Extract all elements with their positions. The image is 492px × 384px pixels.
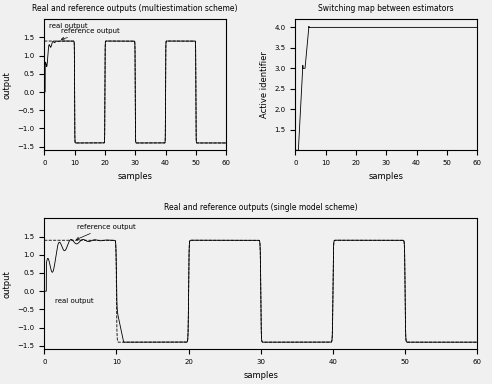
X-axis label: samples: samples xyxy=(243,371,278,380)
Title: Switching map between estimators: Switching map between estimators xyxy=(318,4,454,13)
X-axis label: samples: samples xyxy=(369,172,404,180)
Text: reference output: reference output xyxy=(76,223,135,240)
Text: real output: real output xyxy=(49,23,88,29)
Y-axis label: output: output xyxy=(3,71,12,99)
Title: Real and reference outputs (multiestimation scheme): Real and reference outputs (multiestimat… xyxy=(32,4,238,13)
Text: real output: real output xyxy=(55,298,94,304)
Y-axis label: output: output xyxy=(3,270,12,298)
Text: reference output: reference output xyxy=(61,28,120,40)
Title: Real and reference outputs (single model scheme): Real and reference outputs (single model… xyxy=(164,203,358,212)
X-axis label: samples: samples xyxy=(118,172,153,180)
Y-axis label: Active identifier: Active identifier xyxy=(260,51,269,118)
